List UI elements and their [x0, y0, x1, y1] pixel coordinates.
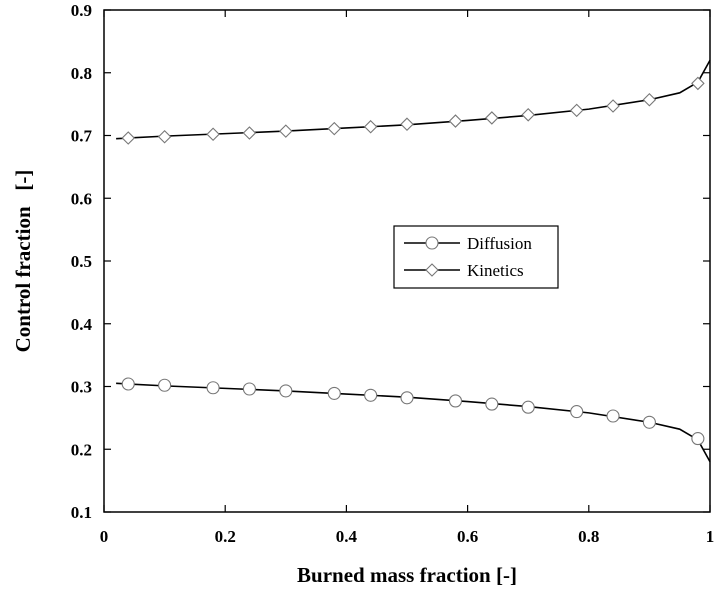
data-point-kinetics — [157, 129, 172, 144]
y-tick-label: 0.2 — [71, 440, 92, 459]
x-axis-title: Burned mass fraction [-] — [297, 563, 517, 587]
data-point-kinetics — [691, 76, 705, 91]
data-point-diffusion — [448, 394, 463, 408]
data-point-diffusion — [691, 432, 705, 446]
y-tick-label: 0.9 — [71, 1, 92, 20]
data-point-kinetics — [521, 108, 535, 122]
legend-marker-diffusion — [425, 236, 439, 250]
data-point-kinetics — [279, 124, 293, 138]
data-point-kinetics — [400, 117, 414, 131]
data-point-diffusion — [570, 405, 584, 419]
data-point-diffusion — [485, 397, 499, 411]
data-point-diffusion — [606, 409, 620, 423]
data-point-diffusion — [279, 384, 293, 398]
data-point-diffusion — [400, 391, 414, 405]
data-point-diffusion — [206, 381, 220, 395]
legend-box — [393, 225, 559, 289]
x-tick-label: 0.2 — [215, 527, 236, 546]
y-tick-label: 0.1 — [71, 503, 92, 522]
data-point-kinetics — [363, 119, 378, 134]
y-axis-title: Control fraction [-] — [11, 170, 35, 353]
x-tick-label: 1 — [706, 527, 715, 546]
series-kinetics — [116, 59, 711, 145]
legend-marker-kinetics — [425, 263, 439, 277]
data-point-diffusion — [521, 400, 535, 414]
data-point-kinetics — [327, 121, 342, 136]
y-tick-label: 0.8 — [71, 64, 92, 83]
data-point-kinetics — [206, 127, 220, 142]
data-point-diffusion — [327, 386, 341, 400]
data-point-diffusion — [242, 382, 256, 396]
x-tick-label: 0.8 — [578, 527, 599, 546]
series-line-kinetics — [116, 59, 711, 140]
data-point-kinetics — [642, 92, 657, 107]
data-point-diffusion — [642, 415, 656, 429]
data-point-diffusion — [364, 388, 378, 402]
data-point-kinetics — [569, 103, 584, 118]
data-point-kinetics — [448, 114, 463, 128]
y-tick-label: 0.7 — [71, 127, 93, 146]
data-point-kinetics — [485, 111, 499, 125]
y-tick-label: 0.3 — [71, 378, 92, 397]
x-tick-label: 0.4 — [336, 527, 358, 546]
data-point-kinetics — [606, 99, 620, 113]
x-axis-ticks: 0 0.2 0.4 0.6 0.8 1 — [100, 10, 715, 546]
series-layer — [116, 59, 711, 463]
y-axis-ticks: 0.1 0.2 0.3 0.4 0.5 0.6 0.7 0.8 0.9 — [71, 1, 710, 522]
legend: Diffusion Kinetics — [393, 225, 559, 289]
y-tick-label: 0.6 — [71, 189, 92, 208]
data-point-kinetics — [121, 131, 136, 145]
legend-label-kinetics: Kinetics — [467, 261, 524, 280]
series-line-diffusion — [116, 382, 711, 463]
data-point-diffusion — [158, 378, 172, 392]
y-tick-label: 0.5 — [71, 252, 92, 271]
legend-label-diffusion: Diffusion — [467, 234, 532, 253]
series-diffusion — [116, 377, 711, 463]
x-tick-label: 0 — [100, 527, 109, 546]
x-tick-label: 0.6 — [457, 527, 478, 546]
data-point-diffusion — [121, 377, 135, 391]
data-point-kinetics — [242, 126, 257, 140]
y-tick-label: 0.4 — [71, 315, 93, 334]
